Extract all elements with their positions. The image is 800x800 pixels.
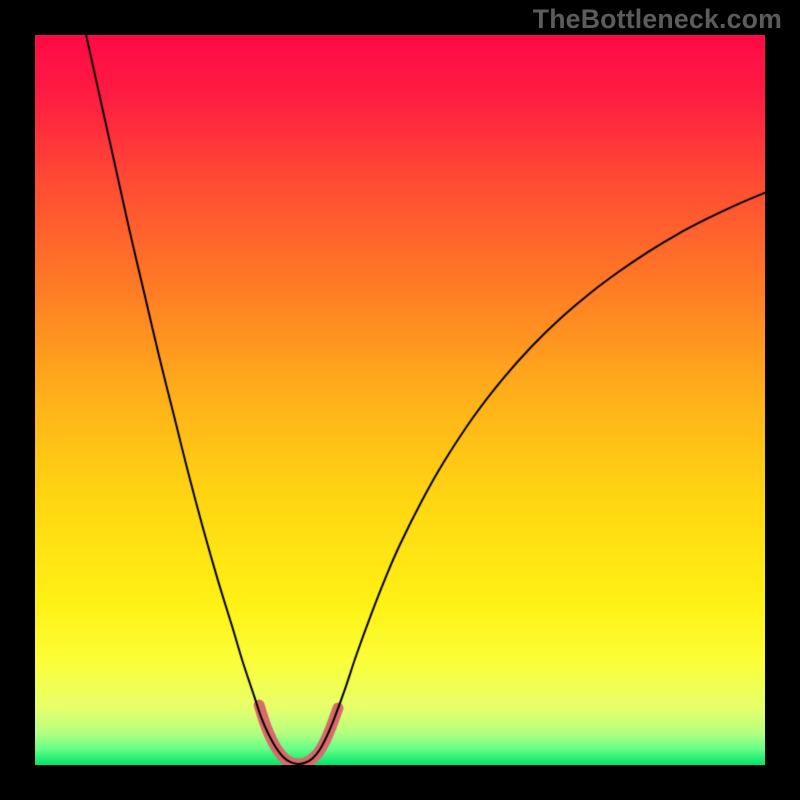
- figure-frame: TheBottleneck.com: [0, 0, 800, 800]
- watermark-label: TheBottleneck.com: [533, 4, 782, 35]
- plot-area: [35, 35, 765, 765]
- curve-layer: [35, 35, 765, 765]
